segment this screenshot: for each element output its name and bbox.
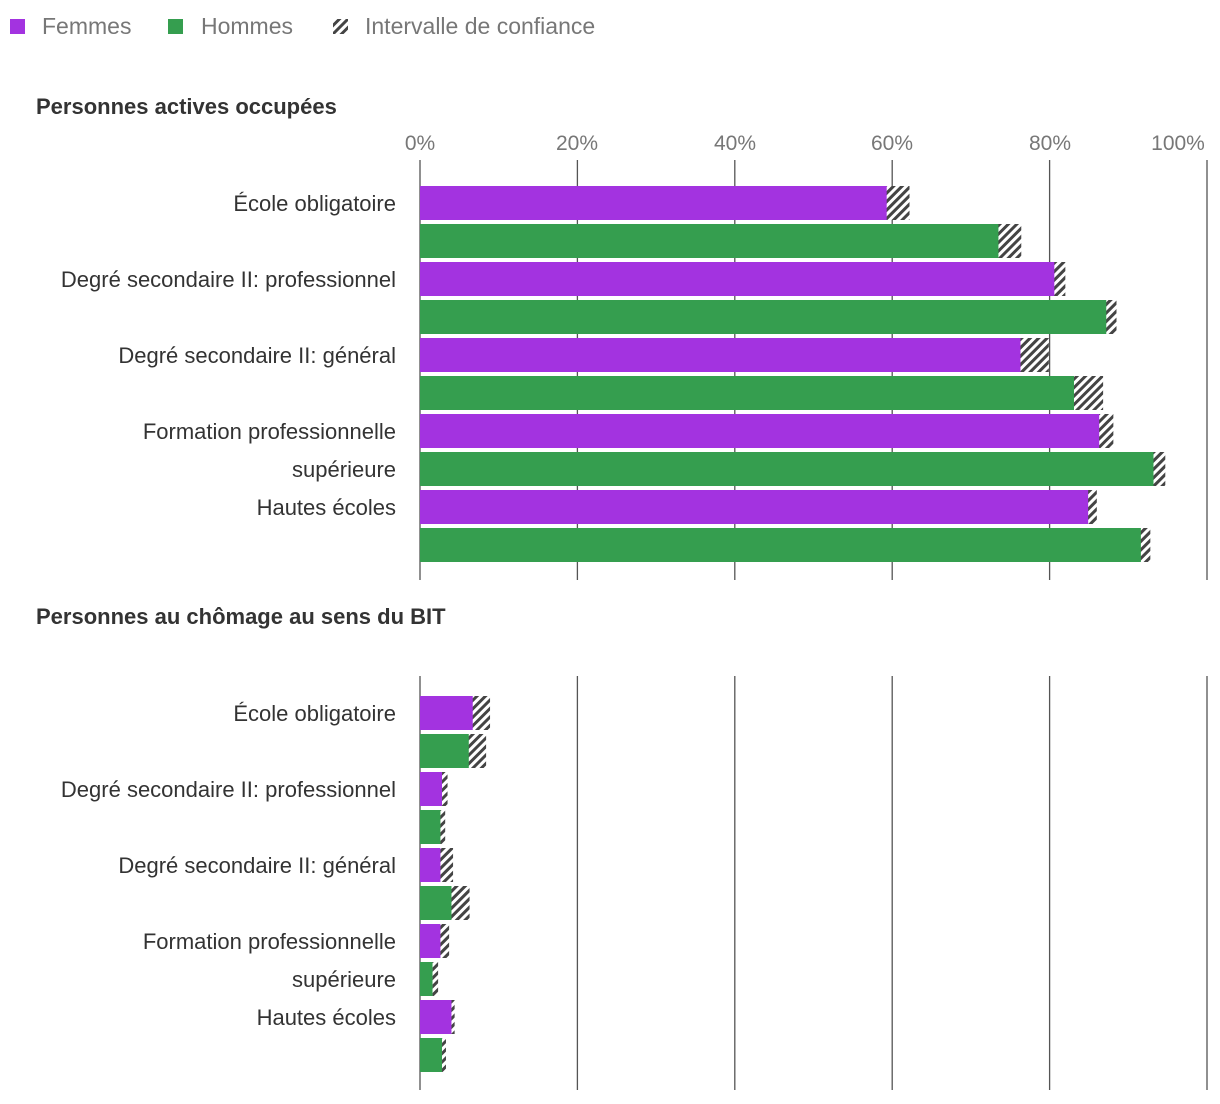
bar-hommes — [420, 376, 1077, 410]
category-label: Formation professionnelle — [143, 419, 396, 444]
bar-femmes — [420, 414, 1103, 448]
x-tick-label: 80% — [1029, 132, 1071, 155]
bar-hommes — [420, 734, 471, 768]
panel-actives: École obligatoire Degré secondaire II: pr… — [61, 160, 1208, 580]
ci-hommes — [468, 734, 487, 768]
ci-hommes — [1073, 376, 1104, 410]
ci-hommes — [432, 962, 439, 996]
bar-hommes — [420, 528, 1145, 562]
category-label: Degré secondaire II: général — [118, 853, 396, 878]
bar-femmes — [420, 262, 1057, 296]
bar-hommes — [420, 452, 1157, 486]
legend-label-ci: Intervalle de confiance — [365, 13, 595, 39]
category-label: Hautes écoles — [257, 495, 396, 520]
legend-label-femmes: Femmes — [42, 13, 131, 39]
legend-swatch-hommes — [168, 19, 183, 34]
legend-swatch-femmes — [10, 19, 25, 34]
bar-femmes — [420, 696, 475, 730]
bar-femmes — [420, 186, 890, 220]
panel-chomage: École obligatoire Degré secondaire II: pr… — [61, 676, 1208, 1090]
x-tick-label: 100% — [1151, 132, 1205, 155]
x-tick-label: 20% — [556, 132, 598, 155]
x-axis-ticks: 0% 20% 40% 60% 80% 100% — [405, 132, 1205, 155]
ci-hommes — [1106, 300, 1117, 334]
bar-femmes — [420, 1000, 452, 1034]
ci-hommes — [1153, 452, 1166, 486]
ci-femmes — [1020, 338, 1049, 372]
panel-title-chomage: Personnes au chômage au sens du BIT — [36, 604, 446, 629]
bar-femmes — [420, 490, 1092, 524]
bar-hommes — [420, 886, 453, 920]
ci-hommes — [442, 1038, 446, 1072]
category-labels: École obligatoire Degré secondaire II: pr… — [61, 191, 396, 520]
x-tick-label: 40% — [714, 132, 756, 155]
category-labels: École obligatoire Degré secondaire II: pr… — [61, 701, 396, 1030]
bar-femmes — [420, 338, 1024, 372]
ci-femmes — [442, 772, 448, 806]
x-tick-label: 0% — [405, 132, 435, 155]
legend-label-hommes: Hommes — [201, 13, 293, 39]
category-label: Formation professionnelle — [143, 929, 396, 954]
panel-title-actives: Personnes actives occupées — [36, 94, 337, 119]
category-label: supérieure — [292, 967, 396, 992]
ci-femmes — [440, 848, 454, 882]
category-label: Hautes écoles — [257, 1005, 396, 1030]
legend-swatch-ci — [333, 19, 348, 34]
ci-femmes — [1054, 262, 1066, 296]
ci-femmes — [1088, 490, 1097, 524]
category-label: Degré secondaire II: général — [118, 343, 396, 368]
ci-femmes — [472, 696, 491, 730]
bar-hommes — [420, 1038, 443, 1072]
bars — [420, 186, 1166, 562]
x-tick-label: 60% — [871, 132, 913, 155]
category-label: École obligatoire — [233, 191, 396, 216]
legend: Femmes Hommes Intervalle de confiance — [10, 13, 595, 39]
bar-hommes — [420, 224, 1002, 258]
bar-hommes — [420, 300, 1110, 334]
category-label: Degré secondaire II: professionnel — [61, 777, 396, 802]
ci-femmes — [440, 924, 450, 958]
category-label: École obligatoire — [233, 701, 396, 726]
ci-hommes — [451, 886, 470, 920]
bars — [420, 696, 491, 1072]
ci-hommes — [1140, 528, 1151, 562]
ci-femmes — [1099, 414, 1114, 448]
bar-hommes — [420, 962, 433, 996]
bar-femmes — [420, 848, 441, 882]
bar-hommes — [420, 810, 441, 844]
ci-hommes — [440, 810, 446, 844]
category-label: Degré secondaire II: professionnel — [61, 267, 396, 292]
category-label: supérieure — [292, 457, 396, 482]
ci-femmes — [451, 1000, 455, 1034]
bar-femmes — [420, 924, 441, 958]
bar-femmes — [420, 772, 443, 806]
ci-femmes — [886, 186, 910, 220]
grid-lines — [419, 676, 1208, 1090]
ci-hommes — [998, 224, 1022, 258]
